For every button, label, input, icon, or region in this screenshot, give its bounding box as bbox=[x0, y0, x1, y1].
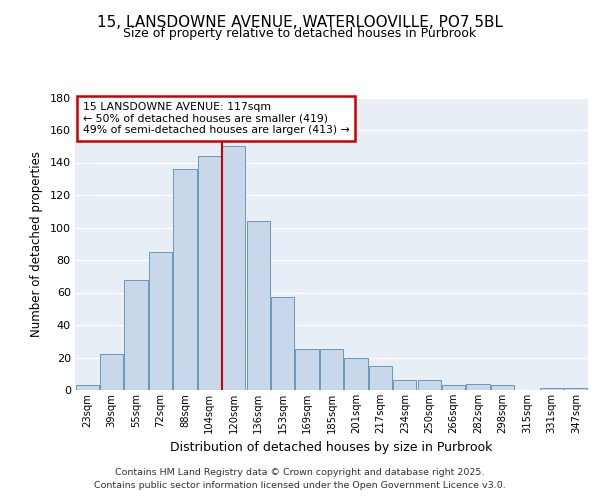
Bar bbox=[198, 156, 221, 390]
Bar bbox=[295, 350, 319, 390]
Bar bbox=[320, 350, 343, 390]
Bar bbox=[369, 366, 392, 390]
Bar bbox=[418, 380, 441, 390]
Bar bbox=[564, 388, 587, 390]
Bar bbox=[466, 384, 490, 390]
Bar bbox=[100, 354, 123, 390]
Bar bbox=[124, 280, 148, 390]
X-axis label: Distribution of detached houses by size in Purbrook: Distribution of detached houses by size … bbox=[170, 442, 493, 454]
Text: 15 LANSDOWNE AVENUE: 117sqm
← 50% of detached houses are smaller (419)
49% of se: 15 LANSDOWNE AVENUE: 117sqm ← 50% of det… bbox=[83, 102, 349, 135]
Bar bbox=[149, 252, 172, 390]
Bar bbox=[222, 146, 245, 390]
Text: Contains HM Land Registry data © Crown copyright and database right 2025.: Contains HM Land Registry data © Crown c… bbox=[115, 468, 485, 477]
Bar bbox=[540, 388, 563, 390]
Y-axis label: Number of detached properties: Number of detached properties bbox=[30, 151, 43, 337]
Bar bbox=[173, 169, 197, 390]
Bar bbox=[344, 358, 368, 390]
Bar bbox=[271, 298, 294, 390]
Bar bbox=[393, 380, 416, 390]
Bar bbox=[442, 385, 465, 390]
Bar bbox=[76, 385, 99, 390]
Text: Contains public sector information licensed under the Open Government Licence v3: Contains public sector information licen… bbox=[94, 482, 506, 490]
Bar bbox=[247, 221, 270, 390]
Bar bbox=[491, 385, 514, 390]
Text: 15, LANSDOWNE AVENUE, WATERLOOVILLE, PO7 5BL: 15, LANSDOWNE AVENUE, WATERLOOVILLE, PO7… bbox=[97, 15, 503, 30]
Text: Size of property relative to detached houses in Purbrook: Size of property relative to detached ho… bbox=[124, 27, 476, 40]
